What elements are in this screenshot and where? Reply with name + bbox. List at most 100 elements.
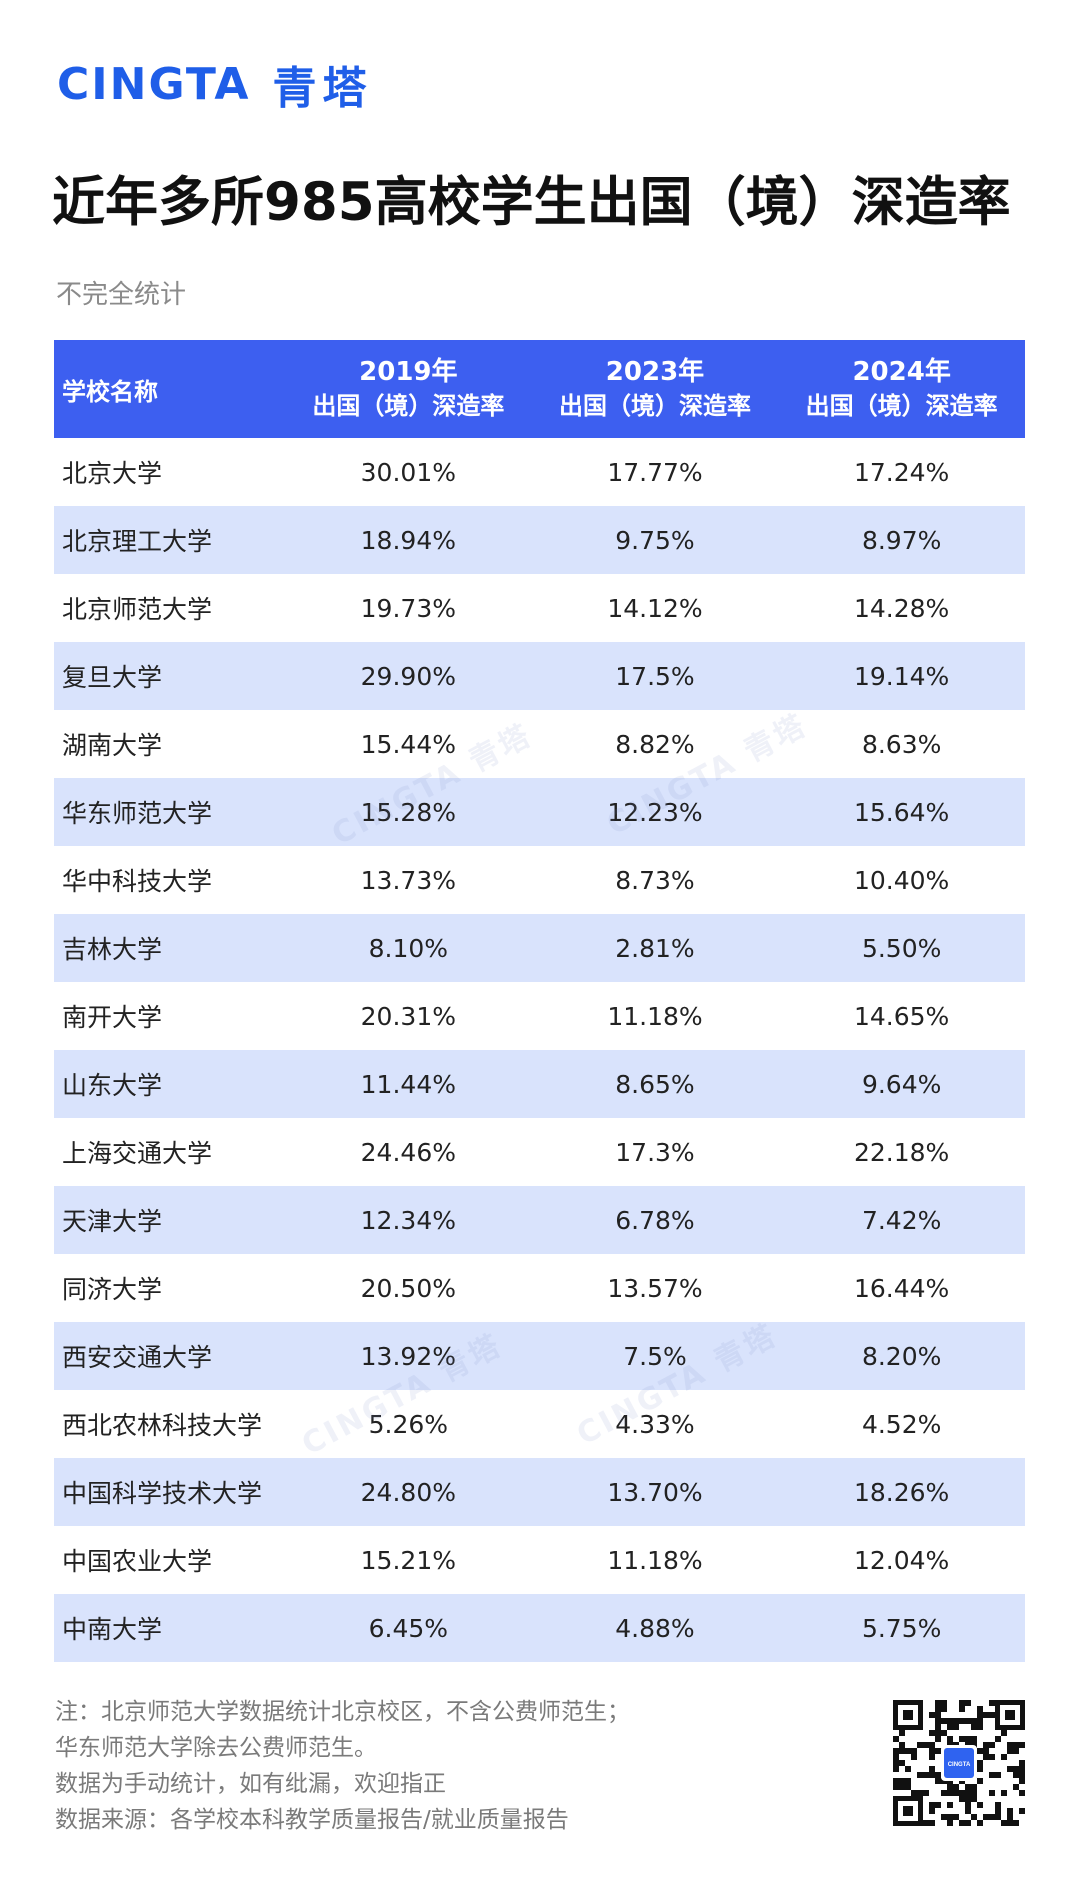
table-row: 中国农业大学 15.21% 11.18% 12.04%	[54, 1526, 1025, 1594]
footnote-line: 华东师范大学除去公费师范生。	[55, 1735, 377, 1761]
cell-school-name: 北京大学	[62, 459, 163, 488]
cell-school-name: 复旦大学	[54, 642, 285, 710]
cell-2019: 11.44%	[285, 1050, 532, 1118]
cell-2019: 15.21%	[360, 1545, 456, 1575]
cell-2019: 5.26%	[368, 1409, 449, 1439]
table-row: 西安交通大学 13.92% 7.5% 8.20%	[54, 1322, 1025, 1390]
cell-school-name: 山东大学	[54, 1050, 285, 1118]
cell-2024: 22.18%	[853, 1137, 950, 1167]
cell-2019: 24.80%	[285, 1458, 532, 1526]
header-2019: 2019年 出国（境）深造率	[285, 340, 532, 438]
cell-2019: 12.34%	[285, 1186, 532, 1254]
table-row: 华中科技大学 13.73% 8.73% 10.40%	[54, 846, 1025, 914]
table-row: 吉林大学 8.10% 2.81% 5.50%	[54, 914, 1025, 982]
cell-2024: 5.75%	[778, 1594, 1025, 1662]
cell-2019: 20.50%	[360, 1273, 456, 1303]
cell-school-name: 西北农林科技大学	[62, 1411, 263, 1440]
header-2023-year: 2023年	[605, 357, 705, 387]
cell-2023: 17.3%	[615, 1137, 695, 1167]
footnote-line: 数据来源：各学校本科教学质量报告/就业质量报告	[55, 1807, 569, 1833]
cell-2023: 17.5%	[531, 642, 779, 710]
cell-2019: 15.44%	[360, 729, 456, 759]
cell-school-name: 西安交通大学	[54, 1322, 285, 1390]
header-2023-label: 出国（境）深造率	[558, 392, 751, 420]
cell-school-name: 天津大学	[54, 1186, 285, 1254]
cell-school-name: 中国农业大学	[62, 1547, 213, 1576]
qr-logo-text: CINGTA	[948, 1762, 971, 1768]
study-abroad-rate-table: 学校名称 2019年 出国（境）深造率 2023年 出国（境）深造率 2024年…	[54, 340, 1025, 1662]
cell-2023: 8.65%	[531, 1050, 779, 1118]
cell-2023: 13.70%	[531, 1458, 779, 1526]
footnote-line: 注：北京师范大学数据统计北京校区，不含公费师范生；	[55, 1699, 630, 1725]
cell-2019: 18.94%	[285, 506, 532, 574]
table-row: 中国科学技术大学 24.80% 13.70% 18.26%	[54, 1458, 1025, 1526]
page-title: 近年多所985高校学生出国（境）深造率	[52, 172, 1011, 233]
cell-2023: 4.33%	[615, 1409, 695, 1439]
cell-2019: 6.45%	[285, 1594, 532, 1662]
cell-2019: 30.01%	[360, 457, 456, 487]
header-2019-year: 2019年	[359, 357, 458, 387]
cell-2024: 9.64%	[778, 1050, 1025, 1118]
cell-2019: 19.73%	[360, 593, 456, 623]
table-row: 山东大学 11.44% 8.65% 9.64%	[54, 1050, 1025, 1118]
cell-school-name: 南开大学	[62, 1003, 163, 1032]
cell-2024: 14.28%	[853, 593, 950, 623]
cell-2023: 6.78%	[531, 1186, 779, 1254]
table-row: 南开大学 20.31% 11.18% 14.65%	[54, 982, 1025, 1050]
header-2024: 2024年 出国（境）深造率	[778, 340, 1025, 438]
cell-school-name: 中国科学技术大学	[54, 1458, 285, 1526]
cell-school-name: 华中科技大学	[62, 867, 213, 896]
table-body: 北京大学 30.01% 17.77% 17.24% 北京理工大学 18.94% 9.75% 8…	[54, 438, 1025, 1662]
cell-school-name: 同济大学	[62, 1275, 163, 1304]
table-row: 华东师范大学 15.28% 12.23% 15.64%	[54, 778, 1025, 846]
cell-school-name: 湖南大学	[62, 731, 163, 760]
brand-logo: CINGTA 青塔	[57, 52, 372, 116]
cell-2019: 15.28%	[285, 778, 532, 846]
cell-2024: 5.50%	[778, 914, 1025, 982]
brand-name-cn: 青塔	[272, 63, 373, 114]
cell-2024: 18.26%	[778, 1458, 1025, 1526]
cell-2024: 10.40%	[853, 865, 950, 895]
page-subtitle: 不完全统计	[56, 280, 187, 310]
cell-2023: 11.18%	[607, 1001, 703, 1031]
cell-2024: 12.04%	[853, 1545, 950, 1575]
brand-name-en: CINGTA	[57, 58, 251, 110]
qr-code-icon: CINGTA	[893, 1700, 1025, 1826]
cell-2024: 14.65%	[853, 1001, 950, 1031]
table-row: 上海交通大学 24.46% 17.3% 22.18%	[54, 1118, 1025, 1186]
header-2019-label: 出国（境）深造率	[312, 392, 505, 420]
cell-2023: 4.88%	[531, 1594, 779, 1662]
table-row: 北京师范大学 19.73% 14.12% 14.28%	[54, 574, 1025, 642]
cell-2024: 16.44%	[853, 1273, 950, 1303]
cell-school-name: 上海交通大学	[62, 1139, 213, 1168]
table-row: 湖南大学 15.44% 8.82% 8.63%	[54, 710, 1025, 778]
table-row: 中南大学 6.45% 4.88% 5.75%	[54, 1594, 1025, 1662]
header-school-name: 学校名称	[54, 340, 285, 438]
cell-school-name: 北京师范大学	[62, 595, 213, 624]
table-row: 复旦大学 29.90% 17.5% 19.14%	[54, 642, 1025, 710]
table-header-row: 学校名称 2019年 出国（境）深造率 2023年 出国（境）深造率 2024年…	[54, 340, 1025, 438]
cell-2024: 15.64%	[778, 778, 1025, 846]
cell-2023: 8.82%	[615, 729, 695, 759]
cell-2023: 11.18%	[607, 1545, 703, 1575]
cell-school-name: 吉林大学	[54, 914, 285, 982]
cell-2023: 8.73%	[615, 865, 695, 895]
table-row: 天津大学 12.34% 6.78% 7.42%	[54, 1186, 1025, 1254]
cell-2024: 4.52%	[861, 1409, 942, 1439]
cell-2023: 2.81%	[531, 914, 779, 982]
cell-2023: 9.75%	[531, 506, 779, 574]
cell-2024: 8.97%	[778, 506, 1025, 574]
cell-2019: 24.46%	[360, 1137, 456, 1167]
cell-2023: 14.12%	[607, 593, 703, 623]
cell-school-name: 中南大学	[54, 1594, 285, 1662]
cell-2023: 13.57%	[607, 1273, 703, 1303]
table-row: 同济大学 20.50% 13.57% 16.44%	[54, 1254, 1025, 1322]
cell-2023: 17.77%	[607, 457, 703, 487]
cell-2019: 8.10%	[285, 914, 532, 982]
table-row: 北京理工大学 18.94% 9.75% 8.97%	[54, 506, 1025, 574]
cell-2024: 7.42%	[778, 1186, 1025, 1254]
cell-2023: 7.5%	[531, 1322, 779, 1390]
cell-2019: 13.73%	[360, 865, 456, 895]
cell-2024: 17.24%	[853, 457, 950, 487]
cell-2024: 8.20%	[778, 1322, 1025, 1390]
